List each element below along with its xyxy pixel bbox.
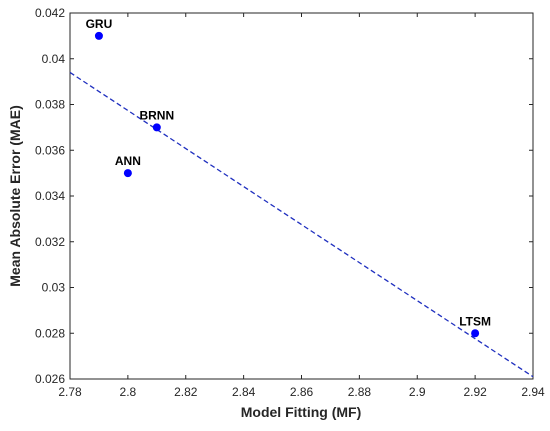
x-axis-ticks: 2.78 2.8 2.82 2.84 2.86 2.88 2.9 2.92 2.94 — [58, 13, 545, 399]
y-axis-ticks: 0.026 0.028 0.03 0.032 0.034 0.036 0.038 0.04 0.… — [35, 6, 533, 386]
y-tick-label: 0.038 — [35, 98, 65, 112]
plot-area — [69, 12, 534, 380]
y-tick-label: 0.042 — [35, 6, 65, 20]
x-tick-label: 2.86 — [290, 385, 314, 399]
y-tick-label: 0.03 — [42, 281, 66, 295]
x-tick-label: 2.8 — [120, 385, 137, 399]
x-tick-label: 2.92 — [463, 385, 487, 399]
x-tick-label: 2.78 — [58, 385, 82, 399]
x-tick-label: 2.94 — [521, 385, 545, 399]
y-tick-label: 0.028 — [35, 326, 65, 340]
data-point-ann — [123, 169, 132, 178]
x-tick-label: 2.88 — [348, 385, 372, 399]
x-tick-label: 2.84 — [232, 385, 256, 399]
y-tick-label: 0.034 — [35, 189, 65, 203]
y-tick-label: 0.036 — [35, 143, 65, 157]
trendline — [69, 71, 534, 378]
data-points: GRU BRNN ANN LTSM — [86, 17, 491, 338]
y-axis-title: Mean Absolute Error (MAE) — [7, 105, 23, 287]
data-point-gru — [94, 31, 103, 40]
x-tick-label: 2.9 — [409, 385, 426, 399]
y-tick-label: 0.026 — [35, 372, 65, 386]
data-point-brnn — [152, 123, 161, 132]
data-point-label-brnn: BRNN — [139, 108, 174, 122]
x-tick-label: 2.82 — [174, 385, 198, 399]
data-point-label-ann: ANN — [115, 154, 141, 168]
y-tick-label: 0.04 — [42, 52, 66, 66]
y-tick-label: 0.032 — [35, 235, 65, 249]
data-point-ltsm — [471, 329, 480, 338]
x-axis-title: Model Fitting (MF) — [241, 404, 362, 420]
data-point-label-ltsm: LTSM — [459, 314, 491, 328]
data-point-label-gru: GRU — [86, 17, 113, 31]
